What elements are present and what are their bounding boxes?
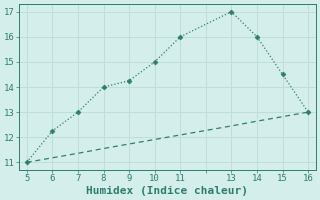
X-axis label: Humidex (Indice chaleur): Humidex (Indice chaleur) [86,186,248,196]
